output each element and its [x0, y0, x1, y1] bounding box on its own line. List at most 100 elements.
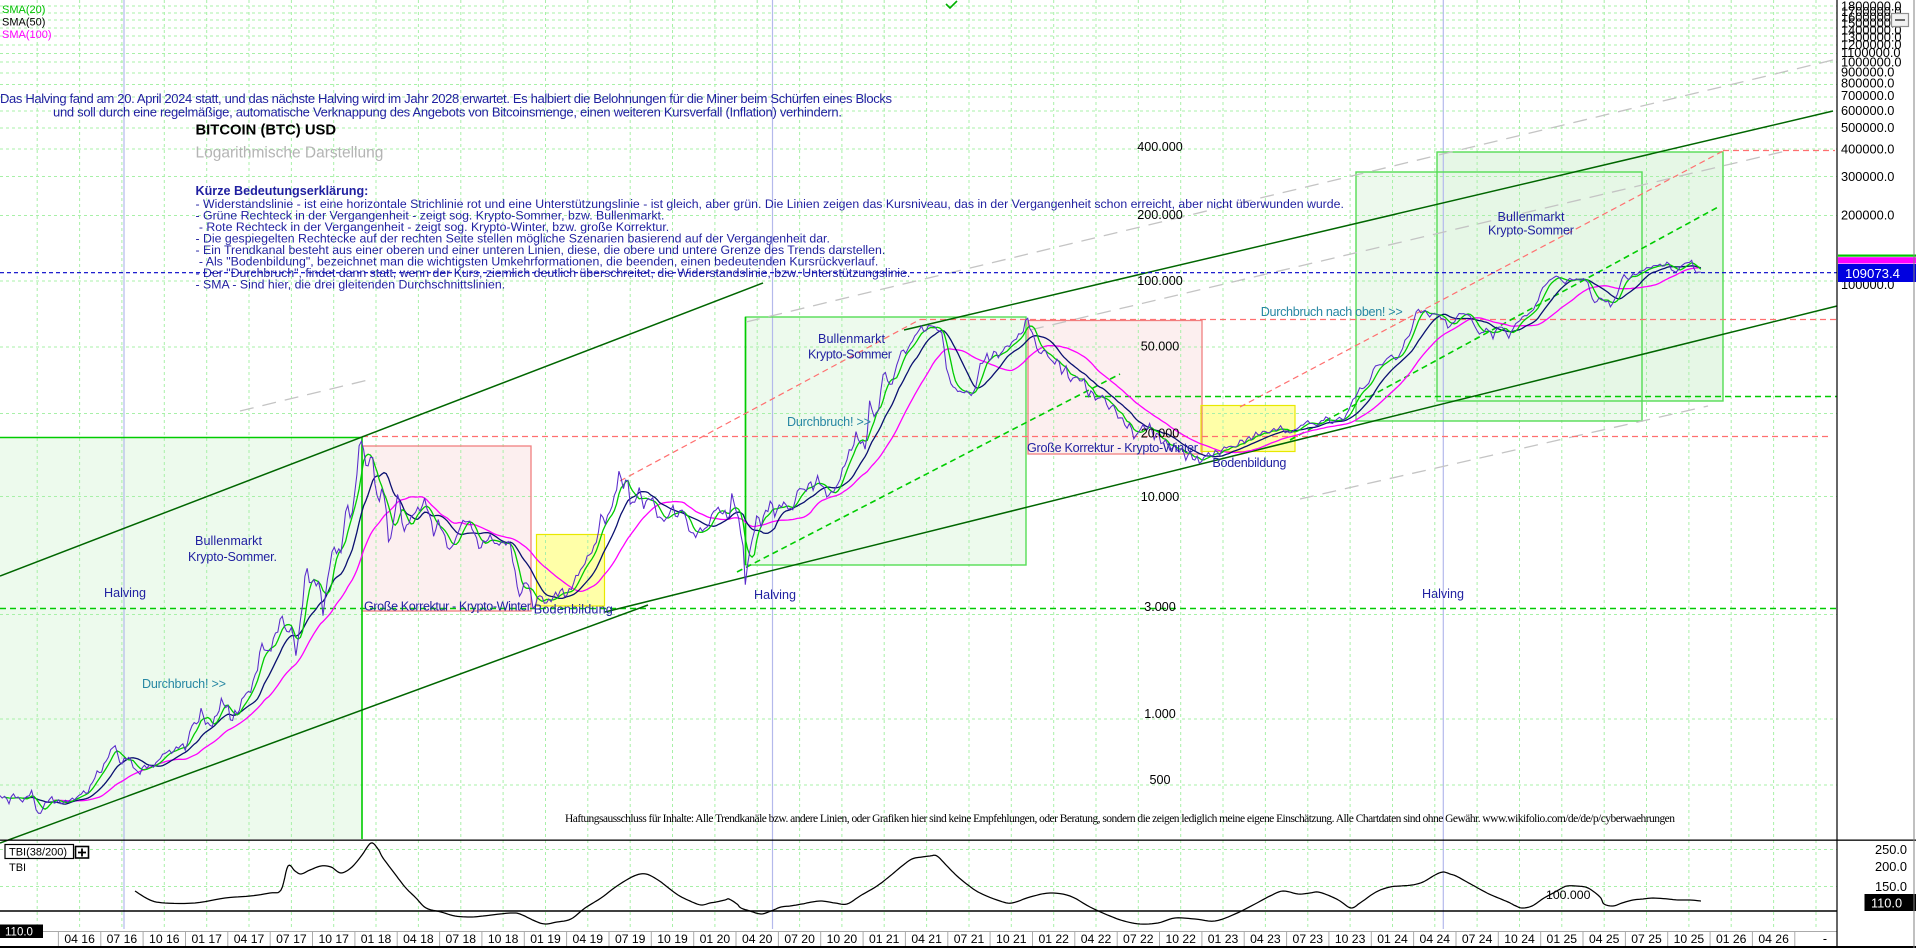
- svg-text:Durchbruch nach oben! >>: Durchbruch nach oben! >>: [1261, 305, 1403, 319]
- svg-text:Bodenbildung: Bodenbildung: [534, 603, 613, 617]
- svg-text:Logarithmische Darstellung: Logarithmische Darstellung: [196, 145, 384, 162]
- svg-text:500000.0: 500000.0: [1841, 120, 1894, 135]
- svg-text:- Ein Trendkanal besteht aus e: - Ein Trendkanal besteht aus einer obere…: [196, 243, 886, 257]
- svg-text:Durchbruch! >>: Durchbruch! >>: [787, 415, 871, 429]
- svg-text:Haftungsausschluss für Inhalte: Haftungsausschluss für Inhalte: Alle Tre…: [565, 813, 1675, 825]
- svg-text:110.0: 110.0: [5, 927, 33, 939]
- svg-text:200.0: 200.0: [1875, 859, 1907, 874]
- svg-text:300000.0: 300000.0: [1841, 169, 1894, 184]
- svg-text:Krypto-Sommer: Krypto-Sommer: [808, 348, 892, 362]
- svg-text:07 20: 07 20: [784, 932, 815, 946]
- svg-text:10 20: 10 20: [827, 932, 858, 946]
- svg-text:1700000.0: 1700000.0: [1841, 4, 1902, 19]
- svg-text:04 20: 04 20: [742, 932, 773, 946]
- svg-text:04 23: 04 23: [1250, 932, 1281, 946]
- svg-text:10 24: 10 24: [1504, 932, 1535, 946]
- svg-text:Kürze Bedeutungserklärung:: Kürze Bedeutungserklärung:: [196, 184, 369, 198]
- svg-text:Große Korrektur - Krypto-Winte: Große Korrektur - Krypto-Winter: [364, 600, 531, 614]
- svg-text:01 25: 01 25: [1547, 932, 1578, 946]
- svg-text:04 18: 04 18: [403, 932, 434, 946]
- svg-text:700000.0: 700000.0: [1841, 88, 1894, 103]
- svg-text:1100000.0: 1100000.0: [1841, 45, 1901, 60]
- svg-text:01 20: 01 20: [700, 932, 731, 946]
- svg-text:04 17: 04 17: [234, 932, 265, 946]
- svg-text:1000000.0: 1000000.0: [1841, 54, 1902, 69]
- svg-text:3.000: 3.000: [1144, 600, 1176, 614]
- svg-text:110.0: 110.0: [1871, 896, 1902, 911]
- svg-text:Halving: Halving: [1422, 587, 1464, 601]
- svg-text:- Grüne Rechteck in der Vergan: - Grüne Rechteck in der Vergangenheit - …: [196, 209, 665, 223]
- svg-text:- SMA - Sind hier, die drei gl: - SMA - Sind hier, die drei gleitenden D…: [196, 278, 506, 292]
- svg-text:400.000: 400.000: [1137, 140, 1183, 154]
- svg-text:- Widerstandslinie - ist eine: - Widerstandslinie - ist eine horizontal…: [196, 197, 1344, 211]
- svg-text:1500000.0: 1500000.0: [1841, 16, 1902, 31]
- svg-text:Bullenmarkt: Bullenmarkt: [1498, 210, 1566, 224]
- svg-text:10 21: 10 21: [996, 932, 1027, 946]
- svg-text:100.000: 100.000: [1546, 888, 1591, 902]
- svg-text:10 25: 10 25: [1674, 932, 1705, 946]
- svg-text:Halving: Halving: [104, 586, 146, 600]
- svg-text:01 22: 01 22: [1038, 932, 1069, 946]
- svg-text:01 18: 01 18: [361, 932, 392, 946]
- svg-text:07 23: 07 23: [1293, 932, 1324, 946]
- svg-text:Bodenbildung: Bodenbildung: [1212, 456, 1286, 470]
- svg-text:07 24: 07 24: [1462, 932, 1493, 946]
- svg-text:200.000: 200.000: [1137, 208, 1183, 222]
- svg-text:TBI: TBI: [9, 862, 26, 874]
- svg-text:01 17: 01 17: [191, 932, 222, 946]
- svg-text:1600000.0: 1600000.0: [1841, 10, 1902, 25]
- svg-text:07 25: 07 25: [1631, 932, 1662, 946]
- svg-text:Durchbruch! >>: Durchbruch! >>: [142, 677, 226, 691]
- svg-text:1300000.0: 1300000.0: [1841, 29, 1902, 44]
- svg-text:Halving: Halving: [754, 588, 796, 602]
- svg-text:1400000.0: 1400000.0: [1841, 22, 1902, 37]
- svg-text:01 21: 01 21: [869, 932, 900, 946]
- svg-text:BITCOIN (BTC) USD: BITCOIN (BTC) USD: [196, 123, 337, 139]
- svg-text:- Der "Durchbruch", findet dan: - Der "Durchbruch", findet dann statt, w…: [196, 266, 911, 280]
- svg-text:Krypto-Sommer.: Krypto-Sommer.: [188, 550, 277, 564]
- svg-text:600000.0: 600000.0: [1841, 103, 1894, 118]
- svg-text:04 24: 04 24: [1420, 932, 1451, 946]
- svg-text:150.0: 150.0: [1875, 879, 1907, 894]
- svg-text:400000.0: 400000.0: [1841, 141, 1894, 156]
- svg-text:1800000.0: 1800000.0: [1841, 0, 1902, 13]
- svg-text:500: 500: [1149, 773, 1170, 787]
- svg-text:07 17: 07 17: [276, 932, 307, 946]
- svg-text:10 18: 10 18: [488, 932, 519, 946]
- svg-text:100.000: 100.000: [1137, 274, 1183, 288]
- svg-text:50.000: 50.000: [1141, 340, 1180, 354]
- svg-text:10 17: 10 17: [318, 932, 349, 946]
- svg-text:- Rote Rechteck in der Vergang: - Rote Rechteck in der Vergangenheit - z…: [196, 220, 670, 234]
- svg-text:- Die gespiegelten Rechtecke a: - Die gespiegelten Rechtecke auf der rec…: [196, 232, 830, 246]
- svg-text:Das Halving fand am 20. April: Das Halving fand am 20. April 2024 statt…: [0, 91, 892, 106]
- svg-text:01 23: 01 23: [1208, 932, 1239, 946]
- svg-text:04 25: 04 25: [1589, 932, 1620, 946]
- svg-text:10.000: 10.000: [1141, 490, 1180, 504]
- svg-text:Bullenmarkt: Bullenmarkt: [195, 534, 263, 548]
- svg-text:07 19: 07 19: [615, 932, 646, 946]
- svg-text:20.000: 20.000: [1141, 427, 1180, 441]
- svg-text:SMA(20): SMA(20): [2, 4, 45, 16]
- svg-text:TBI(38/200): TBI(38/200): [9, 847, 67, 859]
- svg-text:04 16: 04 16: [64, 932, 95, 946]
- svg-text:04 19: 04 19: [573, 932, 604, 946]
- svg-text:01 26: 01 26: [1716, 932, 1747, 946]
- svg-text:- Als "Bodenbildung", bezeichn: - Als "Bodenbildung", bezeichnet man die…: [196, 255, 879, 269]
- svg-text:-: -: [1823, 932, 1827, 946]
- svg-text:109073.4: 109073.4: [1845, 266, 1900, 281]
- svg-text:SMA(100): SMA(100): [2, 29, 52, 41]
- svg-text:1200000.0: 1200000.0: [1841, 37, 1902, 52]
- svg-text:Krypto-Sommer: Krypto-Sommer: [1488, 224, 1574, 238]
- svg-text:07 18: 07 18: [446, 932, 477, 946]
- svg-text:01 24: 01 24: [1377, 932, 1408, 946]
- svg-text:01 19: 01 19: [530, 932, 561, 946]
- svg-text:250.0: 250.0: [1875, 842, 1907, 857]
- svg-text:07 22: 07 22: [1123, 932, 1154, 946]
- svg-text:04 26: 04 26: [1758, 932, 1789, 946]
- svg-text:10 23: 10 23: [1335, 932, 1366, 946]
- svg-text:und soll durch eine regelmäßig: und soll durch eine regelmäßige, automat…: [53, 105, 842, 120]
- svg-text:SMA(50): SMA(50): [2, 17, 45, 29]
- svg-text:200000.0: 200000.0: [1841, 207, 1894, 222]
- svg-text:10 19: 10 19: [657, 932, 688, 946]
- svg-text:04 21: 04 21: [911, 932, 942, 946]
